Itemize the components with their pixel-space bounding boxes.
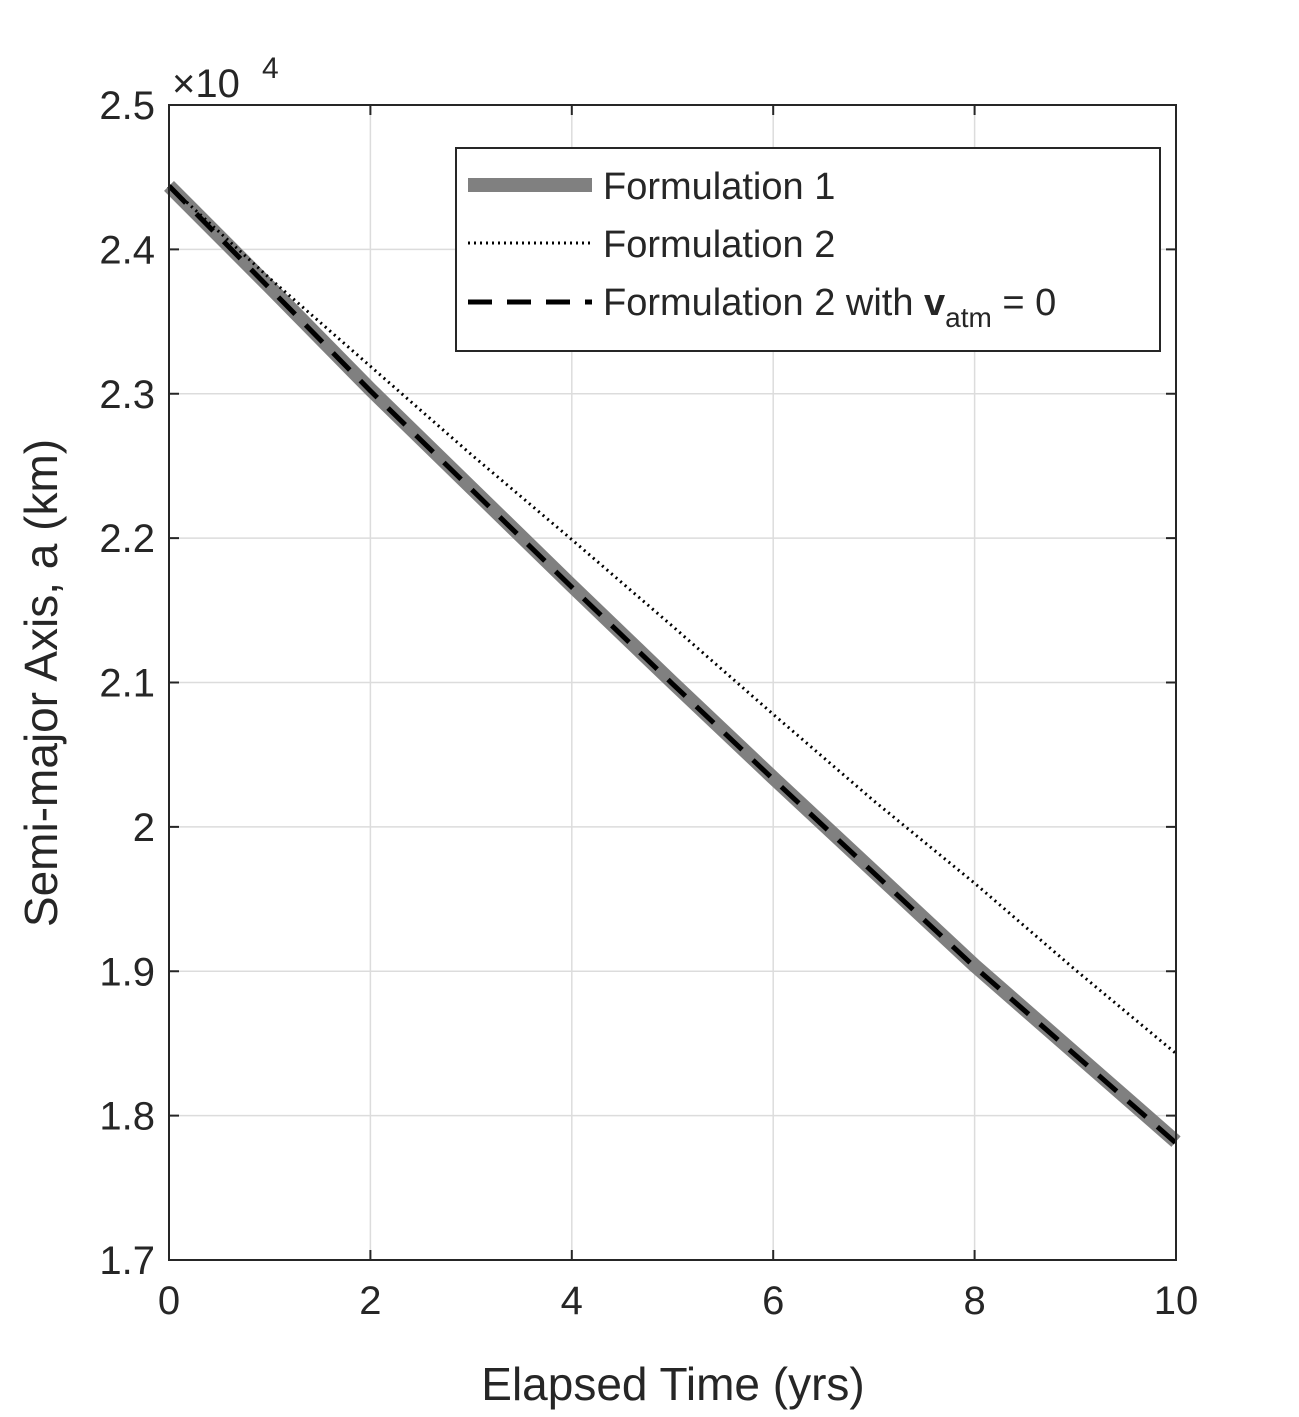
y-tick-label: 1.8 bbox=[99, 1095, 155, 1139]
y-axis-multiplier: ×10 4 bbox=[172, 52, 279, 106]
y-tick-label: 1.7 bbox=[99, 1239, 155, 1283]
x-tick-label: 8 bbox=[963, 1279, 985, 1323]
legend-label-formulation-1: Formulation 1 bbox=[603, 166, 835, 208]
legend-label-formulation-2-vatm0: Formulation 2 with vatm = 0 bbox=[603, 282, 1056, 333]
x-tick-label: 0 bbox=[158, 1279, 180, 1323]
x-tick-label: 10 bbox=[1154, 1279, 1199, 1323]
y-tick-label: 2.5 bbox=[99, 84, 155, 128]
multiplier-base: ×10 bbox=[172, 62, 240, 106]
y-tick-label: 2 bbox=[133, 806, 155, 850]
plot-series bbox=[164, 180, 1181, 1147]
x-tick-label: 4 bbox=[561, 1279, 583, 1323]
series-line-3 bbox=[167, 184, 1178, 1145]
multiplier-exponent: 4 bbox=[262, 52, 279, 85]
legend-label-formulation-2: Formulation 2 bbox=[603, 224, 835, 266]
y-tick-label: 1.9 bbox=[99, 950, 155, 994]
legend-label-subscript: atm bbox=[945, 302, 992, 333]
legend-label-suffix: = 0 bbox=[992, 282, 1056, 324]
y-tick-label: 2.2 bbox=[99, 517, 155, 561]
legend-label-symbol: v bbox=[924, 282, 945, 324]
y-tick-label: 2.4 bbox=[99, 228, 155, 272]
legend-label-prefix: Formulation 2 with bbox=[603, 282, 924, 324]
y-tick-label: 2.1 bbox=[99, 662, 155, 706]
legend: Formulation 1 Formulation 2 Formulation … bbox=[455, 147, 1161, 352]
y-tick-label: 2.3 bbox=[99, 373, 155, 417]
axis-ticks: 0 2 4 6 8 10 1.7 1.8 1.9 2 2.1 2.2 2.3 2.4 2.5 bbox=[99, 84, 1198, 1323]
x-axis-label: Elapsed Time (yrs) bbox=[481, 1358, 864, 1410]
x-tick-label: 2 bbox=[359, 1279, 381, 1323]
x-tick-label: 6 bbox=[762, 1279, 784, 1323]
y-axis-label: Semi-major Axis, a (km) bbox=[15, 439, 67, 927]
